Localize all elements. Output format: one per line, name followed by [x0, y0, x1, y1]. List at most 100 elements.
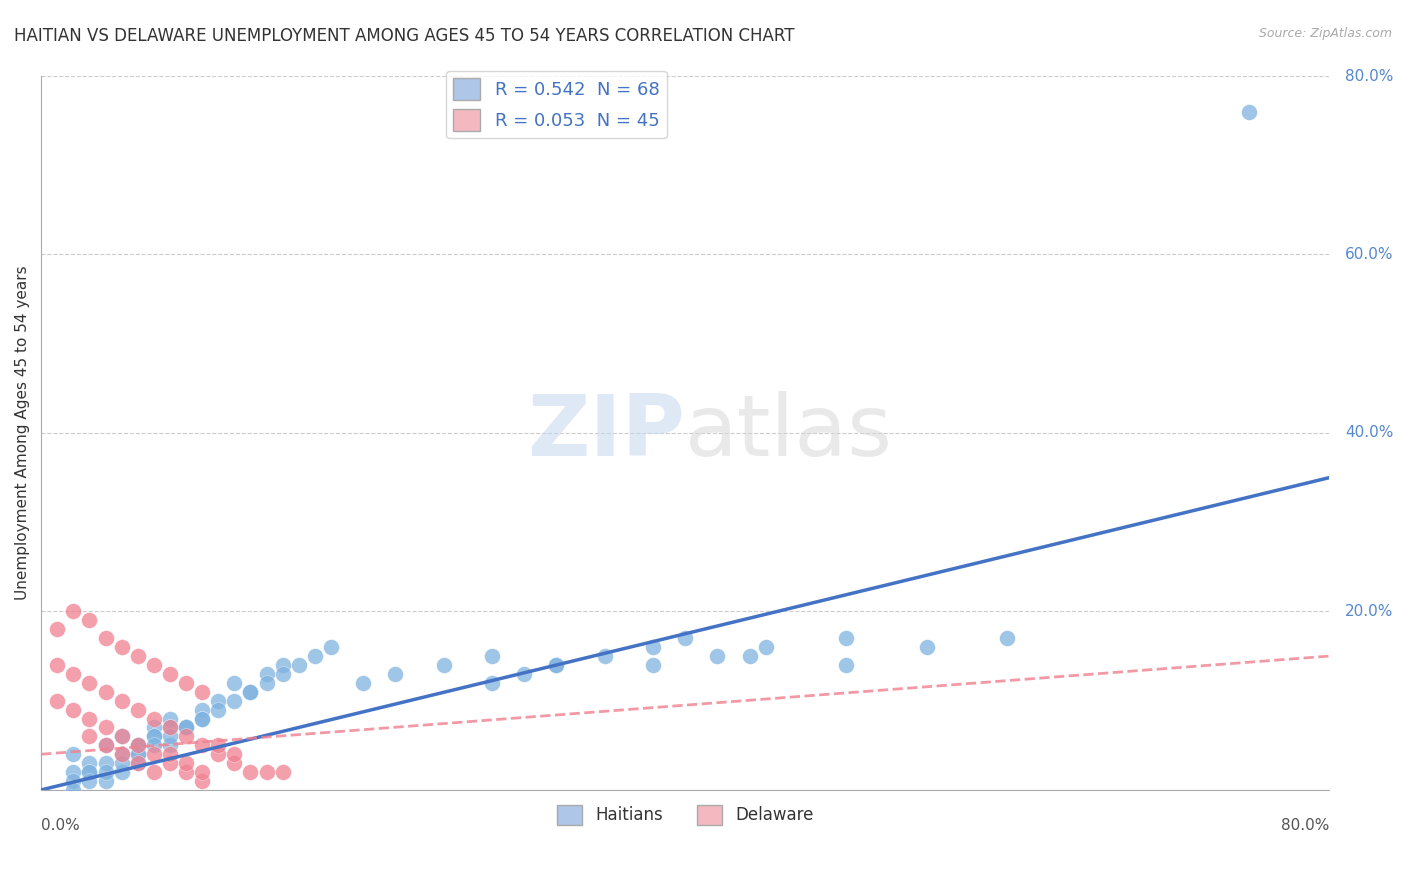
Point	[835, 631, 858, 645]
Point	[142, 739, 165, 753]
Point	[62, 604, 84, 618]
Point	[481, 649, 503, 664]
Point	[127, 747, 149, 762]
Point	[239, 685, 262, 699]
Point	[755, 640, 778, 654]
Point	[127, 703, 149, 717]
Text: ZIP: ZIP	[527, 392, 685, 475]
Point	[111, 694, 134, 708]
Point	[207, 739, 229, 753]
Point	[94, 774, 117, 789]
Point	[62, 667, 84, 681]
Point	[127, 756, 149, 771]
Point	[835, 658, 858, 673]
Text: 0.0%: 0.0%	[41, 819, 80, 833]
Point	[159, 712, 181, 726]
Point	[191, 765, 214, 780]
Point	[271, 658, 294, 673]
Point	[79, 712, 101, 726]
Point	[111, 640, 134, 654]
Point	[79, 765, 101, 780]
Point	[224, 756, 246, 771]
Point	[174, 756, 197, 771]
Point	[239, 685, 262, 699]
Point	[79, 756, 101, 771]
Point	[94, 739, 117, 753]
Point	[142, 730, 165, 744]
Point	[207, 694, 229, 708]
Point	[46, 658, 69, 673]
Point	[127, 739, 149, 753]
Text: atlas: atlas	[685, 392, 893, 475]
Point	[174, 721, 197, 735]
Point	[79, 676, 101, 690]
Point	[111, 730, 134, 744]
Point	[159, 739, 181, 753]
Point	[127, 747, 149, 762]
Point	[207, 747, 229, 762]
Point	[159, 756, 181, 771]
Point	[995, 631, 1018, 645]
Point	[546, 658, 568, 673]
Point	[127, 649, 149, 664]
Point	[111, 765, 134, 780]
Point	[191, 774, 214, 789]
Point	[673, 631, 696, 645]
Point	[111, 730, 134, 744]
Point	[94, 685, 117, 699]
Point	[1237, 104, 1260, 119]
Point	[142, 765, 165, 780]
Point	[142, 721, 165, 735]
Legend: Haitians, Delaware: Haitians, Delaware	[551, 798, 820, 831]
Point	[256, 667, 278, 681]
Point	[159, 667, 181, 681]
Point	[384, 667, 406, 681]
Text: Source: ZipAtlas.com: Source: ZipAtlas.com	[1258, 27, 1392, 40]
Point	[159, 730, 181, 744]
Point	[127, 739, 149, 753]
Point	[127, 756, 149, 771]
Point	[304, 649, 326, 664]
Point	[79, 774, 101, 789]
Point	[174, 676, 197, 690]
Y-axis label: Unemployment Among Ages 45 to 54 years: Unemployment Among Ages 45 to 54 years	[15, 266, 30, 600]
Point	[127, 739, 149, 753]
Point	[191, 739, 214, 753]
Point	[94, 765, 117, 780]
Point	[224, 747, 246, 762]
Point	[62, 783, 84, 797]
Point	[142, 730, 165, 744]
Point	[433, 658, 456, 673]
Point	[174, 765, 197, 780]
Point	[142, 712, 165, 726]
Point	[207, 703, 229, 717]
Point	[191, 703, 214, 717]
Point	[142, 747, 165, 762]
Point	[641, 640, 664, 654]
Point	[62, 765, 84, 780]
Point	[94, 631, 117, 645]
Point	[111, 747, 134, 762]
Point	[287, 658, 309, 673]
Text: 20.0%: 20.0%	[1346, 604, 1393, 619]
Point	[738, 649, 761, 664]
Text: 60.0%: 60.0%	[1346, 247, 1393, 262]
Point	[546, 658, 568, 673]
Point	[191, 712, 214, 726]
Point	[271, 667, 294, 681]
Point	[174, 721, 197, 735]
Text: HAITIAN VS DELAWARE UNEMPLOYMENT AMONG AGES 45 TO 54 YEARS CORRELATION CHART: HAITIAN VS DELAWARE UNEMPLOYMENT AMONG A…	[14, 27, 794, 45]
Point	[159, 747, 181, 762]
Point	[256, 676, 278, 690]
Point	[352, 676, 374, 690]
Point	[94, 756, 117, 771]
Point	[46, 694, 69, 708]
Point	[142, 658, 165, 673]
Point	[159, 721, 181, 735]
Point	[174, 730, 197, 744]
Point	[224, 694, 246, 708]
Point	[593, 649, 616, 664]
Point	[641, 658, 664, 673]
Point	[256, 765, 278, 780]
Point	[62, 774, 84, 789]
